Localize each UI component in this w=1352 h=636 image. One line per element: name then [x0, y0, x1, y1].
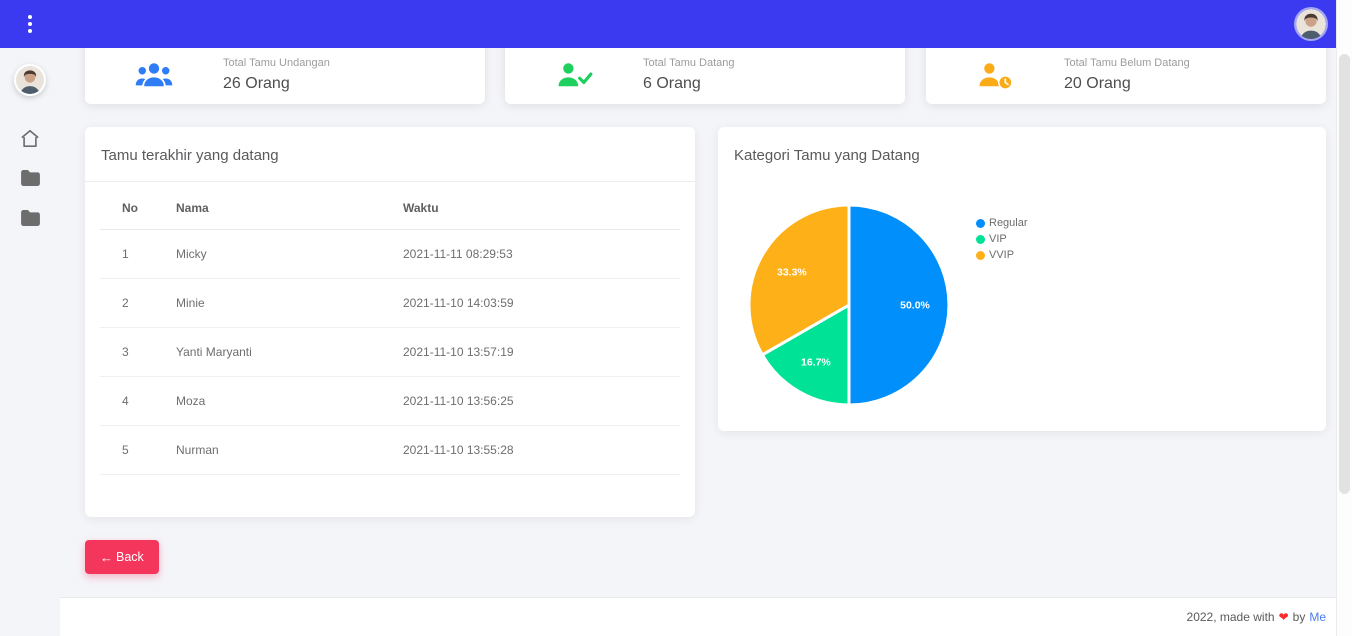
arrow-left-icon: ←	[100, 549, 113, 565]
home-icon	[21, 129, 39, 147]
chart-legend: Regular VIP VVIP	[976, 217, 1028, 265]
table-cell-nama: Minie	[176, 278, 403, 328]
legend-dot	[976, 218, 985, 228]
table-cell-nama: Nurman	[176, 425, 403, 475]
footer-text: 2022, made with	[1186, 610, 1275, 624]
table-cell-waktu: 2021-11-10 14:03:59	[403, 278, 680, 328]
scrollbar[interactable]	[1336, 0, 1352, 636]
pie-slice-vvip[interactable]	[747, 203, 851, 357]
table-row: 3 Yanti Maryanti 2021-11-10 13:57:19	[100, 327, 680, 377]
pie-chart: 50.0% 16.7% 33.3%	[747, 203, 951, 407]
users-group-icon	[134, 60, 174, 90]
table-row: 2 Minie 2021-11-10 14:03:59	[100, 278, 680, 328]
back-button[interactable]: ← Back	[85, 540, 159, 574]
sidebar	[0, 48, 60, 636]
sidebar-item-folder-2[interactable]	[0, 208, 60, 228]
table-row: 5 Nurman 2021-11-10 13:55:28	[100, 425, 680, 475]
top-navbar	[0, 0, 1352, 48]
legend-label: Regular	[989, 217, 1028, 229]
scrollbar-thumb[interactable]	[1339, 54, 1350, 494]
stat-label: Total Tamu Datang	[643, 57, 735, 69]
guest-category-panel: Kategori Tamu yang Datang 50.0% 16.7% 33.3…	[718, 127, 1326, 431]
stat-value: 20 Orang	[1064, 75, 1131, 92]
footer-text-by: by	[1292, 610, 1306, 624]
legend-dot	[976, 234, 985, 244]
table-cell-no: 3	[100, 327, 176, 377]
legend-label: VIP	[989, 233, 1007, 245]
table-cell-waktu: 2021-11-10 13:57:19	[403, 327, 680, 377]
user-clock-icon	[975, 60, 1015, 90]
avatar-image	[1296, 9, 1326, 39]
table-cell-waktu: 2021-11-10 13:55:28	[403, 425, 680, 475]
user-check-icon	[554, 60, 594, 90]
table-cell-no: 2	[100, 278, 176, 328]
stat-label: Total Tamu Belum Datang	[1064, 57, 1190, 69]
pie-slice-label: 16.7%	[801, 357, 831, 369]
legend-dot	[976, 250, 985, 260]
pie-slice-vip[interactable]	[760, 302, 851, 407]
avatar-image	[16, 66, 44, 94]
table-cell-no: 1	[100, 229, 176, 279]
user-avatar[interactable]	[1296, 9, 1326, 39]
recent-guests-table: No Nama Waktu 1 Micky 2021-11-11 08:29:53 2…	[100, 182, 680, 475]
stat-value: 6 Orang	[643, 75, 701, 92]
folder-icon	[20, 170, 40, 186]
pie-slice-regular[interactable]	[847, 203, 951, 407]
legend-item-regular[interactable]: Regular	[976, 217, 1028, 229]
guest-table-body: 1 Micky 2021-11-11 08:29:53 2 Minie 2021-11-1…	[100, 229, 680, 475]
panel-title: Tamu terakhir yang datang	[85, 127, 695, 182]
heart-icon: ❤	[1278, 610, 1289, 624]
table-cell-nama: Moza	[176, 376, 403, 426]
table-row: 4 Moza 2021-11-10 13:56:25	[100, 376, 680, 426]
table-row: 1 Micky 2021-11-11 08:29:53	[100, 229, 680, 279]
column-header-waktu: Waktu	[403, 182, 680, 230]
table-header-row: No Nama Waktu	[100, 182, 680, 230]
back-button-label: Back	[116, 550, 144, 564]
column-header-nama: Nama	[176, 182, 403, 230]
panel-title: Kategori Tamu yang Datang	[734, 147, 920, 164]
table-cell-nama: Micky	[176, 229, 403, 279]
stat-label: Total Tamu Undangan	[223, 57, 330, 69]
sidebar-avatar[interactable]	[14, 64, 46, 96]
pie-slice-label: 33.3%	[777, 266, 807, 278]
column-header-no: No	[100, 182, 176, 230]
recent-guests-panel: Tamu terakhir yang datang No Nama Waktu …	[85, 127, 695, 517]
legend-label: VVIP	[989, 249, 1015, 261]
legend-item-vvip[interactable]: VVIP	[976, 249, 1028, 261]
pie-slice-label: 50.0%	[900, 300, 930, 312]
sidebar-item-home[interactable]	[0, 128, 60, 148]
folder-icon	[20, 210, 40, 226]
stat-value: 26 Orang	[223, 75, 290, 92]
table-cell-no: 5	[100, 425, 176, 475]
kebab-menu-icon[interactable]	[28, 15, 32, 33]
table-cell-nama: Yanti Maryanti	[176, 327, 403, 377]
sidebar-item-folder-1[interactable]	[0, 168, 60, 188]
legend-item-vip[interactable]: VIP	[976, 233, 1028, 245]
footer: 2022, made with ❤ by Me	[60, 597, 1336, 636]
table-cell-waktu: 2021-11-10 13:56:25	[403, 376, 680, 426]
table-cell-no: 4	[100, 376, 176, 426]
footer-link-me[interactable]: Me	[1309, 610, 1326, 624]
table-cell-waktu: 2021-11-11 08:29:53	[403, 229, 680, 279]
